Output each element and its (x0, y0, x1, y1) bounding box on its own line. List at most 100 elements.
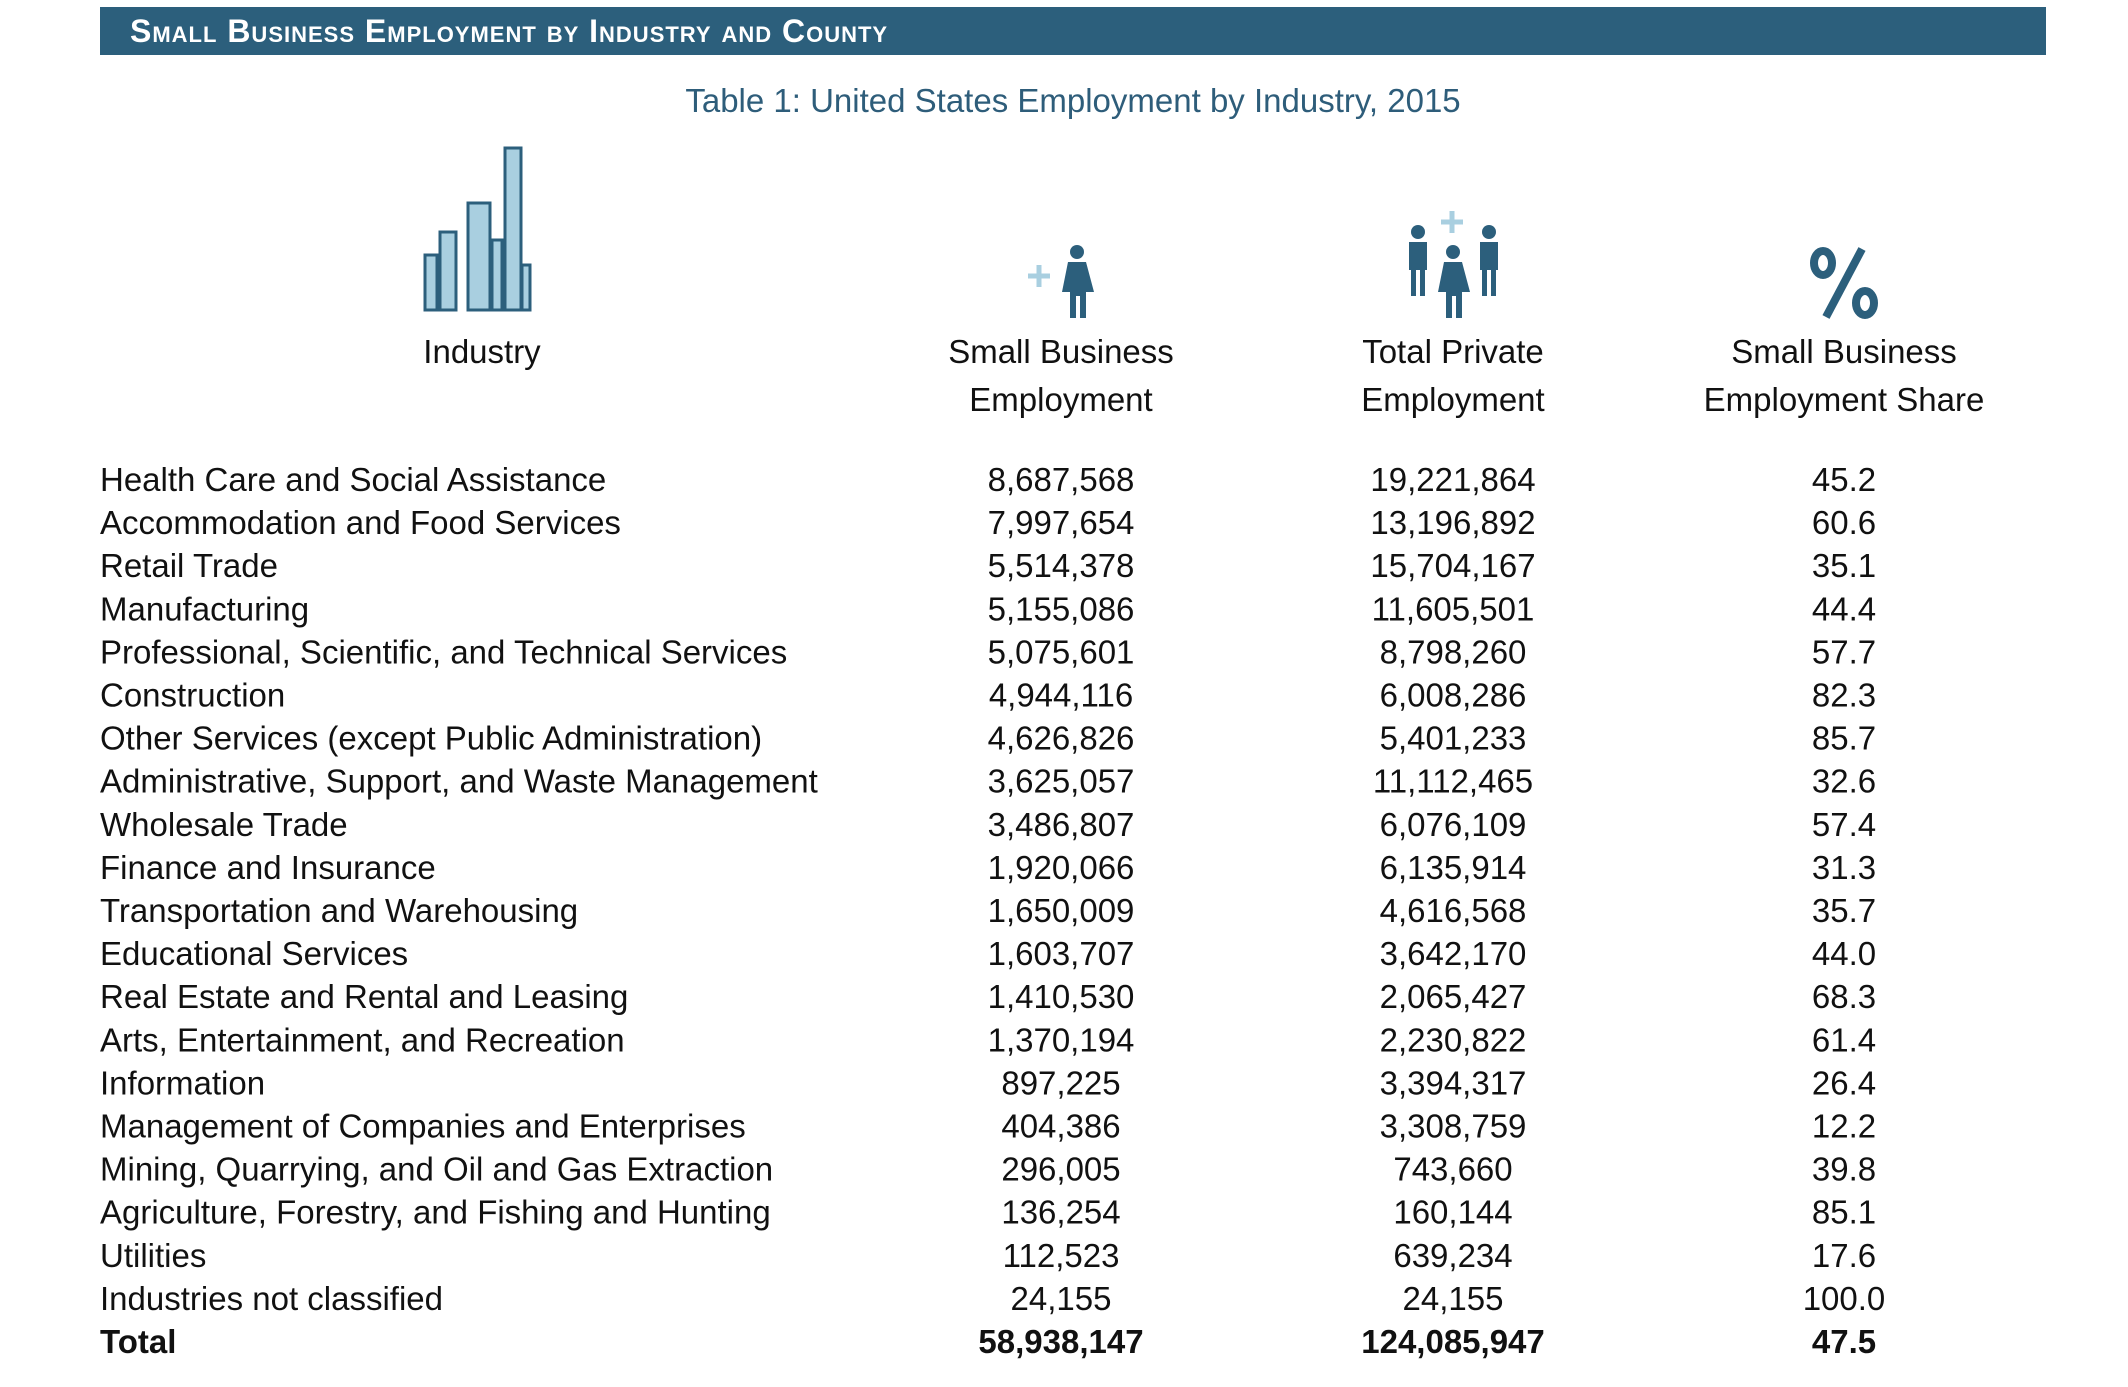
industry-name: Information (100, 1064, 265, 1101)
industry-name: Industries not classified (100, 1280, 443, 1317)
small-business-icon (1028, 245, 1094, 318)
table-cell: 6,076,109 (1380, 806, 1527, 843)
table-cell: 1,410,530 (988, 978, 1135, 1015)
industry-name: Accommodation and Food Services (100, 504, 621, 541)
table-cell: 4,616,568 (1380, 892, 1527, 929)
industry-name: Transportation and Warehousing (100, 892, 578, 929)
industry-name: Educational Services (100, 935, 408, 972)
table-cell: 1,650,009 (988, 892, 1135, 929)
table-cell: 82.3 (1812, 677, 1876, 714)
table-cell: 1,370,194 (988, 1021, 1135, 1058)
table-cell: 35.1 (1812, 547, 1876, 584)
table-cell: 160,144 (1393, 1194, 1512, 1231)
table-cell: 15,704,167 (1370, 547, 1535, 584)
table-caption: Table 1: United States Employment by Ind… (685, 82, 1460, 119)
industry-name: Professional, Scientific, and Technical … (100, 633, 787, 670)
table-cell: 8,798,260 (1380, 633, 1527, 670)
table-cell: 6,008,286 (1380, 677, 1527, 714)
table-cell: 639,234 (1393, 1237, 1512, 1274)
industry-name: Utilities (100, 1237, 206, 1274)
column-header: Employment (1361, 381, 1544, 418)
industry-name: Construction (100, 677, 285, 714)
table-cell: 47.5 (1812, 1323, 1876, 1360)
table-cell: 404,386 (1001, 1108, 1120, 1145)
table-cell: 7,997,654 (988, 504, 1135, 541)
table-cell: 5,155,086 (988, 590, 1135, 627)
table-cell: 5,075,601 (988, 633, 1135, 670)
table-cell: 124,085,947 (1361, 1323, 1545, 1360)
table-cell: 19,221,864 (1370, 461, 1535, 498)
industry-name: Arts, Entertainment, and Recreation (100, 1021, 625, 1058)
table-cell: 1,603,707 (988, 935, 1135, 972)
table-cell: 85.1 (1812, 1194, 1876, 1231)
industry-name: Total (100, 1323, 176, 1360)
table-cell: 3,625,057 (988, 763, 1135, 800)
table-cell: 3,486,807 (988, 806, 1135, 843)
industry-name: Mining, Quarrying, and Oil and Gas Extra… (100, 1151, 773, 1188)
table-cell: 12.2 (1812, 1108, 1876, 1145)
table-cell: 3,308,759 (1380, 1108, 1527, 1145)
table-cell: 4,944,116 (989, 677, 1133, 714)
table-cell: 26.4 (1812, 1064, 1876, 1101)
table-cell: 2,230,822 (1380, 1021, 1527, 1058)
table-cell: 11,605,501 (1372, 590, 1535, 627)
industry-name: Manufacturing (100, 590, 309, 627)
table-cell: 17.6 (1812, 1237, 1876, 1274)
table-cell: 112,523 (1003, 1237, 1120, 1274)
column-header: Small Business (1731, 333, 1957, 370)
table-cell: 85.7 (1812, 720, 1876, 757)
table-cell: 11,112,465 (1373, 763, 1533, 800)
table-cell: 136,254 (1001, 1194, 1120, 1231)
table-cell: 8,687,568 (988, 461, 1135, 498)
header-bar (100, 7, 2046, 55)
table-cell: 60.6 (1812, 504, 1876, 541)
table-cell: 32.6 (1812, 763, 1876, 800)
table-cell: 68.3 (1812, 978, 1876, 1015)
table-cell: 58,938,147 (978, 1323, 1143, 1360)
table-cell: 3,394,317 (1380, 1064, 1527, 1101)
table-cell: 35.7 (1812, 892, 1876, 929)
table-cell: 61.4 (1812, 1021, 1876, 1058)
table-cell: 24,155 (1403, 1280, 1504, 1317)
industry-icon (423, 146, 532, 312)
table-cell: 296,005 (1001, 1151, 1120, 1188)
column-header: Small Business (948, 333, 1174, 370)
table-cell: 100.0 (1803, 1280, 1886, 1317)
column-header: Industry (423, 333, 541, 370)
industry-name: Other Services (except Public Administra… (100, 720, 762, 757)
table-cell: 2,065,427 (1380, 978, 1527, 1015)
table-cell: 39.8 (1812, 1151, 1876, 1188)
table-cell: 57.7 (1812, 633, 1876, 670)
industry-name: Administrative, Support, and Waste Manag… (100, 763, 818, 800)
industry-name: Agriculture, Forestry, and Fishing and H… (100, 1194, 771, 1231)
industry-name: Wholesale Trade (100, 806, 348, 843)
table-cell: 5,401,233 (1380, 720, 1527, 757)
table-cell: 45.2 (1812, 461, 1876, 498)
table-cell: 1,920,066 (988, 849, 1135, 886)
industry-name: Health Care and Social Assistance (100, 461, 606, 498)
column-header: Employment (969, 381, 1152, 418)
table-cell: 57.4 (1812, 806, 1876, 843)
table-cell: 44.0 (1812, 935, 1876, 972)
table-cell: 4,626,826 (988, 720, 1135, 757)
industry-name: Real Estate and Rental and Leasing (100, 978, 628, 1015)
column-header: Total Private (1362, 333, 1544, 370)
table-cell: 897,225 (1001, 1064, 1120, 1101)
table-cell: 743,660 (1393, 1151, 1512, 1188)
header-title: Small Business Employment by Industry an… (130, 13, 888, 49)
column-header: Employment Share (1704, 381, 1985, 418)
table-cell: 24,155 (1011, 1280, 1112, 1317)
table-cell: 31.3 (1812, 849, 1876, 886)
table-cell: 44.4 (1812, 590, 1876, 627)
industry-name: Retail Trade (100, 547, 278, 584)
industry-name: Finance and Insurance (100, 849, 436, 886)
percent-icon (1810, 247, 1878, 319)
table-cell: 3,642,170 (1380, 935, 1527, 972)
total-private-icon (1409, 211, 1498, 318)
industry-name: Management of Companies and Enterprises (100, 1108, 746, 1145)
table-cell: 5,514,378 (988, 547, 1135, 584)
table-cell: 6,135,914 (1380, 849, 1527, 886)
table-cell: 13,196,892 (1370, 504, 1535, 541)
